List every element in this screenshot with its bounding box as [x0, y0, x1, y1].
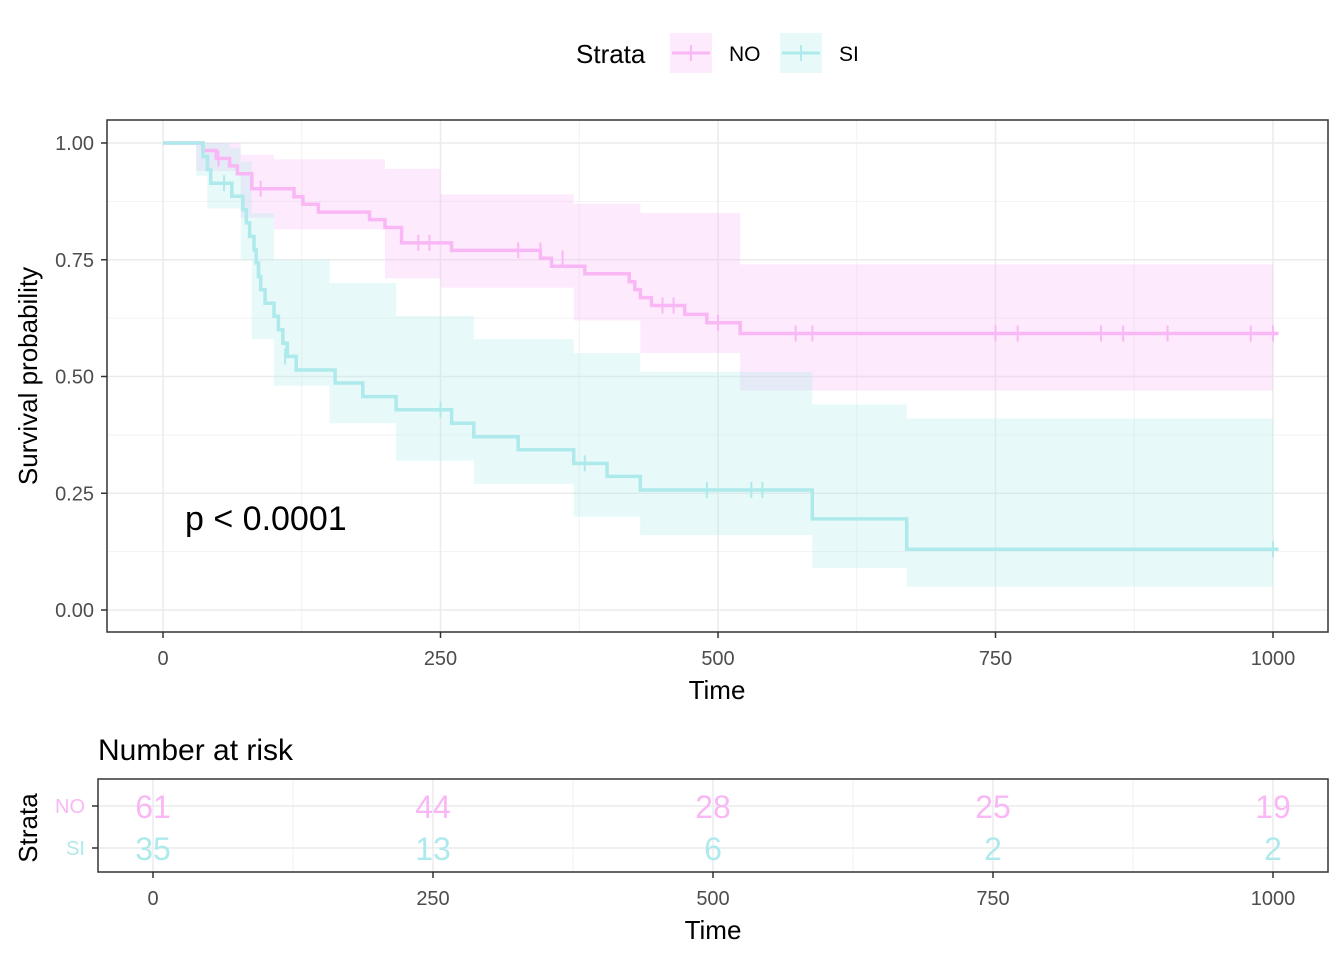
risk-x-tick-label: 250	[416, 888, 449, 910]
risk-x-tick-label: 0	[147, 888, 158, 910]
survival-curve-si	[163, 141, 1279, 552]
risk-table-values: 61 44 28 25 19 35 13 6 2 2	[135, 789, 1291, 867]
x-tick-label: 0	[157, 648, 168, 670]
risk-value-si: 2	[1264, 831, 1282, 867]
risk-x-tick-label: 750	[976, 888, 1009, 910]
legend-label-si: SI	[839, 43, 859, 66]
survival-x-ticks: 0 250 500 750 1000	[157, 632, 1295, 670]
survival-curve-no	[163, 141, 1279, 336]
risk-value-no: 28	[695, 789, 731, 825]
confidence-bands	[196, 143, 1273, 587]
risk-value-no: 61	[135, 789, 171, 825]
y-tick-label: 0.00	[55, 600, 94, 622]
risk-value-no: 44	[415, 789, 451, 825]
y-tick-label: 1.00	[55, 133, 94, 155]
survival-curves	[163, 141, 1279, 552]
legend-key-si	[780, 33, 822, 73]
x-tick-label: 1000	[1251, 648, 1296, 670]
risk-table: Number at risk 61 44 28 25 19 35 13 6 2 2 0 250 500…	[13, 734, 1329, 945]
risk-strata-label-si: SI	[66, 838, 85, 860]
risk-value-no: 19	[1255, 789, 1291, 825]
survival-y-axis-title: Survival probability	[13, 267, 43, 485]
y-tick-label: 0.75	[55, 250, 94, 272]
p-value-annotation: p < 0.0001	[185, 500, 347, 538]
risk-value-si: 13	[415, 831, 451, 867]
y-tick-label: 0.50	[55, 367, 94, 389]
risk-table-y-axis-title: Strata	[13, 793, 43, 863]
y-tick-label: 0.25	[55, 483, 94, 505]
confidence-band-no	[196, 143, 1273, 391]
x-tick-label: 500	[701, 648, 734, 670]
x-tick-label: 750	[979, 648, 1012, 670]
legend-key-no	[670, 33, 712, 73]
x-tick-label: 250	[424, 648, 457, 670]
survival-plot: 0 250 500 750 1000 0.00 0.25 0.50 0.75 1.00 p < …	[13, 119, 1329, 705]
risk-table-grid	[98, 779, 1328, 872]
risk-strata-label-no: NO	[55, 796, 85, 818]
censor-marks	[217, 150, 1274, 558]
risk-value-no: 25	[975, 789, 1011, 825]
legend-label-no: NO	[729, 43, 761, 66]
risk-table-x-axis-title: Time	[685, 915, 742, 945]
survival-x-axis-title: Time	[689, 675, 746, 705]
risk-value-si: 6	[704, 831, 722, 867]
legend-title: Strata	[576, 39, 646, 69]
risk-x-tick-label: 1000	[1251, 888, 1296, 910]
risk-table-title: Number at risk	[98, 734, 294, 767]
legend: Strata NO SI	[576, 33, 859, 73]
risk-table-strata-labels: NO SI	[55, 796, 98, 860]
risk-table-x-ticks: 0 250 500 750 1000	[147, 872, 1295, 910]
confidence-band-si	[196, 143, 1273, 587]
risk-value-si: 35	[135, 831, 171, 867]
survival-y-ticks: 0.00 0.25 0.50 0.75 1.00	[55, 133, 107, 622]
risk-x-tick-label: 500	[696, 888, 729, 910]
risk-value-si: 2	[984, 831, 1002, 867]
